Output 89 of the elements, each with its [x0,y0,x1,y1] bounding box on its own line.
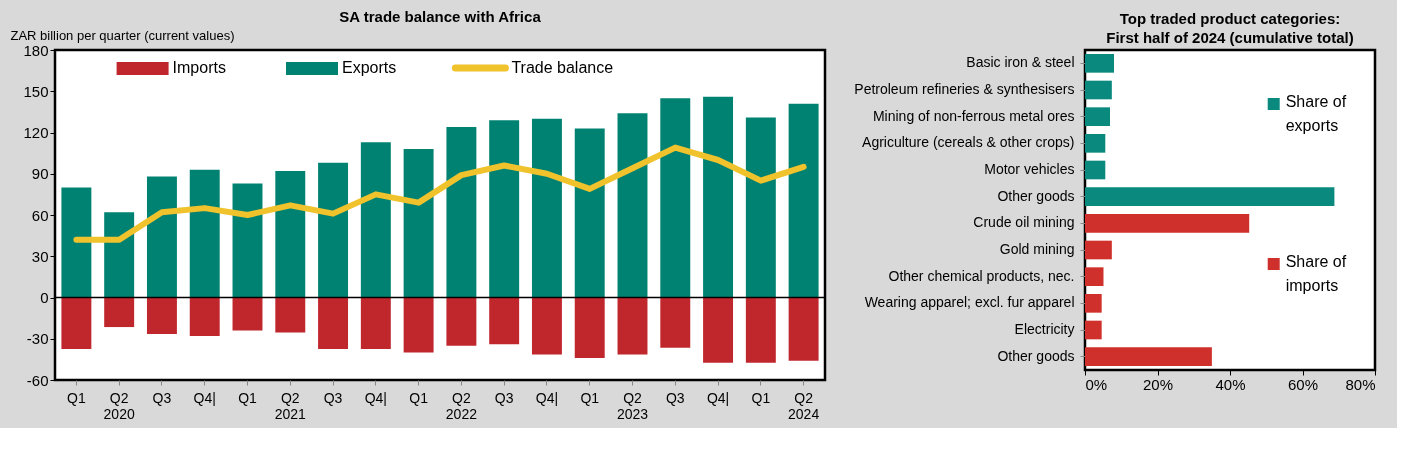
bar [660,297,691,348]
y-tick-label: Basic iron & steel [966,54,1075,71]
bar [574,128,605,298]
x-tick-label: Q1 [751,389,771,406]
x-tick-label: Q4| [706,389,730,406]
bar [146,176,177,298]
y-tick-label: 90 [31,165,49,183]
bar [745,297,776,363]
y-tick-label: 150 [23,82,49,100]
bar [189,169,220,298]
bar [232,297,263,331]
bar [660,98,691,298]
bar [403,297,434,353]
bar [617,297,648,355]
bar [318,297,349,350]
x-tick-label: Q2 2024 [788,389,820,422]
x-tick-label: 0% [1085,375,1108,393]
y-tick-label: 120 [23,124,49,141]
legend-label: Trade balance [511,59,614,76]
bar [703,96,734,298]
x-tick-label: 80% [1345,375,1376,393]
bar [531,297,562,355]
y-tick-label: -30 [26,330,49,348]
y-tick-label: Mining of non-ferrous metal ores [872,107,1075,124]
bar [489,297,520,345]
x-tick-label: Q4| [364,389,387,406]
bar [446,297,477,346]
y-tick-label: Petroleum refineries & synthesisers [854,81,1075,97]
bar [61,187,92,298]
x-tick-label: 40% [1215,375,1246,393]
bar [403,149,434,298]
legend-label: Imports [172,59,226,76]
bar [104,212,135,298]
x-tick-label: Q2 2021 [274,389,307,422]
chart-title: Top traded product categories: [1119,10,1341,27]
bar [446,127,477,298]
chart-subtitle: First half of 2024 (cumulative total) [1106,29,1354,46]
bar [104,297,135,328]
bar [745,117,776,298]
y-axis-title: ZAR billion per quarter (current values) [10,27,235,43]
bar [574,297,605,358]
y-tick-label: 30 [31,247,49,265]
chart-title: SA trade balance with Africa [339,8,542,25]
bar [788,297,819,361]
bar [531,118,562,298]
bar [360,142,391,298]
x-tick-label: 60% [1287,375,1319,393]
x-tick-label: Q1 [238,389,258,406]
bar [189,297,220,336]
legend-label: Share of imports [1285,253,1347,294]
x-tick-label: Q2 2023 [616,389,649,422]
y-tick-label: Other chemical products, nec. [888,267,1075,284]
y-tick-label: Other goods [997,187,1075,204]
y-tick-label: 180 [23,41,49,59]
bar [617,113,648,298]
y-tick-label: Electricity [1014,321,1075,337]
bar [489,120,520,298]
bar [318,162,349,298]
bar [360,297,391,350]
y-tick-label: Agriculture (cereals & other crops) [862,134,1075,151]
bar [61,297,92,350]
bar [146,297,177,334]
x-tick-label: Q4| [535,389,559,406]
legend-label: Share of exports [1285,93,1347,134]
bar [275,297,306,333]
y-tick-label: Crude oil mining [973,214,1075,231]
x-tick-label: Q1 [409,389,429,406]
bar [275,171,306,298]
x-tick-label: Q2 2020 [103,389,135,422]
x-tick-label: 20% [1142,375,1174,393]
bar [788,103,819,298]
y-tick-label: 0 [40,289,49,306]
x-tick-label: Q1 [67,389,86,406]
y-tick-label: Motor vehicles [984,161,1075,177]
x-tick-label: Q4| [193,389,216,406]
x-tick-label: Q3 [323,389,343,406]
y-tick-label: 60 [31,206,49,224]
y-tick-label: Gold mining [999,241,1075,257]
x-tick-label: Q3 [665,389,685,406]
bar [703,297,734,363]
bar [232,183,263,298]
x-tick-label: Q1 [580,389,600,406]
x-tick-label: Q2 2022 [445,389,478,422]
x-tick-label: Q3 [494,389,514,406]
legend-label: Exports [342,59,397,76]
x-tick-label: Q3 [152,389,172,406]
y-tick-label: Wearing apparel; excl. fur apparel [864,294,1075,311]
y-tick-label: Other goods [997,347,1075,364]
y-tick-label: -60 [26,371,49,389]
